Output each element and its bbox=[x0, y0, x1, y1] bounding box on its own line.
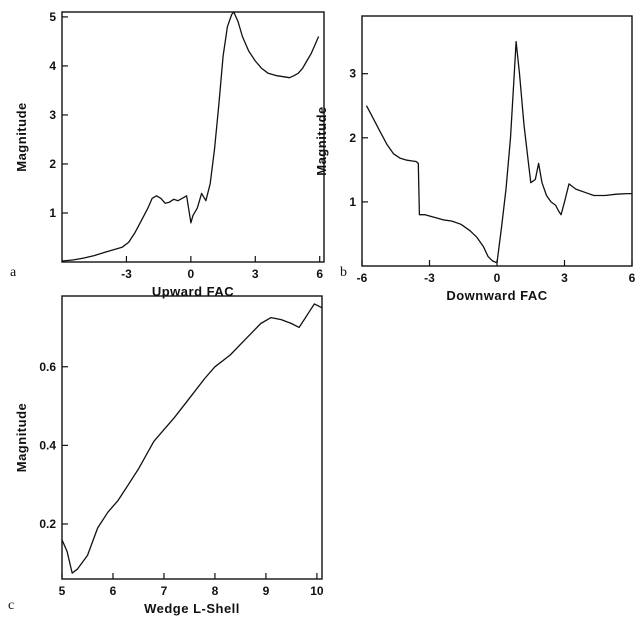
y-tick-label: 1 bbox=[349, 195, 356, 209]
x-tick-label: -3 bbox=[424, 271, 435, 285]
x-tick-label: 0 bbox=[494, 271, 501, 285]
panel-a: -3 0 3 6 1 2 3 4 5 Upward FAC Magnitude bbox=[14, 10, 325, 299]
y-tick-label: 3 bbox=[349, 67, 356, 81]
x-tick-label: 10 bbox=[310, 584, 324, 598]
x-axis-label: Downward FAC bbox=[446, 288, 547, 303]
y-tick-label: 1 bbox=[49, 206, 56, 220]
plot-frame bbox=[61, 11, 325, 263]
y-tick-label: 0.6 bbox=[39, 360, 56, 374]
y-axis-label: Magnitude bbox=[14, 403, 29, 473]
x-tick-label: 0 bbox=[188, 267, 195, 281]
series-line bbox=[61, 11, 320, 262]
panel-letter-c: c bbox=[8, 598, 14, 613]
y-axis-label: Magnitude bbox=[314, 106, 329, 176]
x-tick-label: 9 bbox=[263, 584, 270, 598]
panel-c: 5 6 7 8 9 10 0.2 0.4 0.6 Wedge L-Shell Magnitude bbox=[14, 295, 324, 616]
x-tick-label: 7 bbox=[161, 584, 168, 598]
panel-letter-a: a bbox=[10, 265, 17, 280]
y-tick-label: 2 bbox=[49, 157, 56, 171]
y-tick-label: 4 bbox=[49, 59, 56, 73]
x-tick-label: 6 bbox=[629, 271, 636, 285]
x-tick-label: 6 bbox=[316, 267, 323, 281]
x-tick-label: 3 bbox=[561, 271, 568, 285]
panel-letter-b: b bbox=[340, 265, 347, 280]
x-tick-label: 6 bbox=[110, 584, 117, 598]
panel-b: -6 -3 0 3 6 1 2 3 Downward FAC Magnitude bbox=[314, 15, 636, 303]
y-tick-label: 5 bbox=[49, 10, 56, 24]
plot-frame bbox=[61, 295, 323, 580]
y-axis-label: Magnitude bbox=[14, 102, 29, 172]
x-tick-label: -3 bbox=[121, 267, 132, 281]
y-tick-label: 0.4 bbox=[39, 438, 56, 452]
x-tick-label: -6 bbox=[357, 271, 368, 285]
y-tick-label: 3 bbox=[49, 108, 56, 122]
y-tick-label: 0.2 bbox=[39, 517, 56, 531]
x-tick-label: 3 bbox=[252, 267, 259, 281]
series-line bbox=[61, 303, 323, 574]
plot-frame bbox=[361, 15, 633, 267]
y-tick-label: 2 bbox=[349, 131, 356, 145]
x-tick-label: 5 bbox=[59, 584, 66, 598]
x-tick-label: 8 bbox=[212, 584, 219, 598]
x-axis-label: Upward FAC bbox=[152, 284, 234, 299]
x-axis-label: Wedge L-Shell bbox=[144, 601, 240, 616]
series-line bbox=[365, 40, 632, 264]
